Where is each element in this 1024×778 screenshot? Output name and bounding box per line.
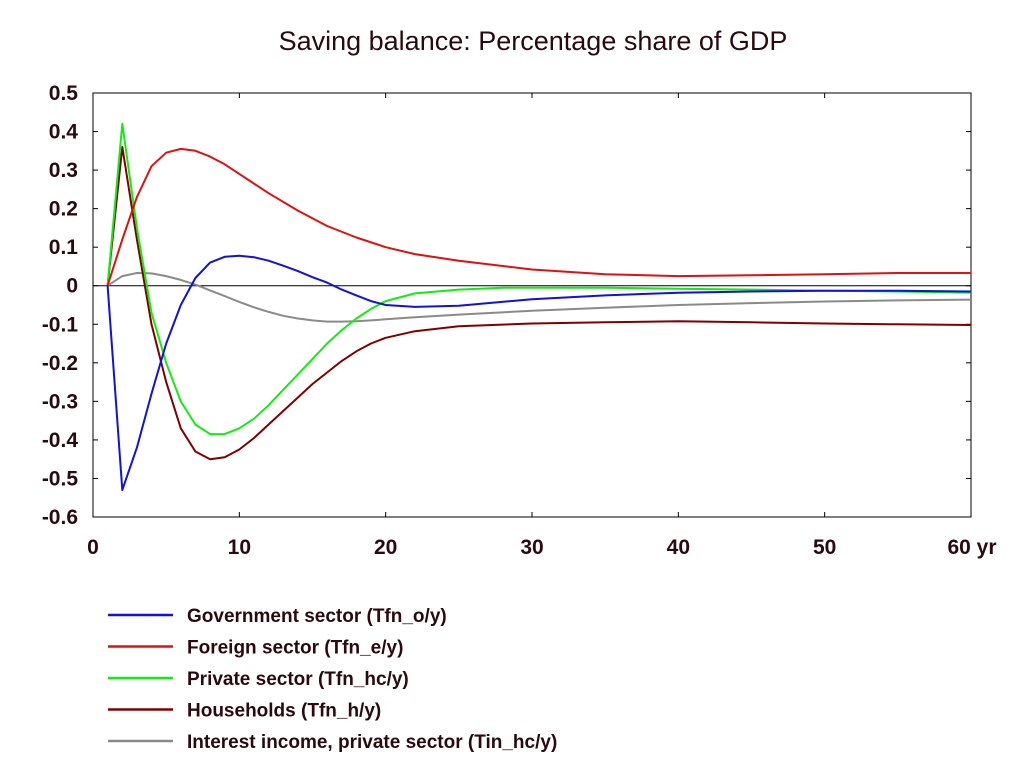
y-tick-label: 0.1 xyxy=(49,236,79,259)
x-tick-label: 20 xyxy=(374,536,397,559)
legend-label-1: Government sector (Tfn_o/y) xyxy=(187,606,447,627)
y-tick-label: 0.2 xyxy=(49,198,78,221)
chart-title: Saving balance: Percentage share of GDP xyxy=(279,26,788,56)
legend: Government sector (Tfn_o/y) Foreign secto… xyxy=(108,606,557,753)
series-line-1 xyxy=(106,254,972,491)
y-tick-label: -0.4 xyxy=(42,429,79,452)
y-tick-label: -0.3 xyxy=(42,390,78,413)
y-tick-label: 0.4 xyxy=(49,121,79,144)
x-tick-label: 60 yr xyxy=(947,536,996,559)
y-tick-label: 0 xyxy=(66,275,78,298)
y-tick-label: 0.3 xyxy=(49,159,78,182)
y-tick-label: -0.2 xyxy=(42,352,78,375)
x-tick-label: 10 xyxy=(228,536,251,559)
plot-area-frame xyxy=(92,92,972,518)
legend-label-2: Foreign sector (Tfn_e/y) xyxy=(187,638,403,659)
x-tick-label: 50 xyxy=(813,536,836,559)
tick-layer: 0.5 0.4 0.3 0.2 0.1 0 -0.1 -0.2 -0.3 -0.4 -0.5 -0.6… xyxy=(42,82,997,559)
series-line-4 xyxy=(106,146,972,461)
series-layer xyxy=(106,122,972,491)
series-line-5 xyxy=(107,272,972,323)
y-tick-label: 0.5 xyxy=(49,82,79,105)
x-tick-label: 30 xyxy=(520,536,543,559)
legend-label-3: Private sector (Tfn_hc/y) xyxy=(187,669,409,690)
y-tick-label: -0.5 xyxy=(42,467,79,490)
series-line-3 xyxy=(106,122,972,436)
series-line-2 xyxy=(106,147,971,287)
x-tick-label: 0 xyxy=(87,536,99,559)
legend-label-4: Households (Tfn_h/y) xyxy=(187,701,381,722)
y-tick-label: -0.1 xyxy=(42,313,79,336)
x-tick-label: 40 xyxy=(667,536,690,559)
y-tick-label: -0.6 xyxy=(42,506,78,529)
legend-label-5: Interest income, private sector (Tin_hc/… xyxy=(187,732,557,753)
